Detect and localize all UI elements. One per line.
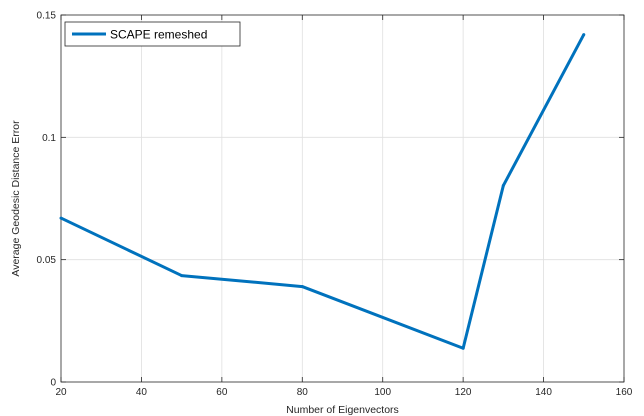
x-tick-label: 160: [616, 387, 633, 398]
x-tick-label: 40: [136, 387, 148, 398]
x-tick-label: 80: [297, 387, 309, 398]
data-point: [582, 33, 586, 37]
y-tick-label: 0.1: [42, 133, 56, 144]
x-tick-label: 140: [535, 387, 552, 398]
data-point: [461, 346, 465, 350]
series-layer: [59, 33, 586, 350]
x-tick-label: 120: [455, 387, 472, 398]
x-tick-label: 100: [374, 387, 391, 398]
grid: [61, 15, 624, 382]
legend-box: [64, 21, 241, 47]
x-tick-label: 20: [55, 387, 67, 398]
series-line-0: [60, 33, 586, 350]
legend: SCAPE remeshed: [64, 21, 241, 47]
y-tick-label: 0.15: [37, 11, 57, 22]
data-point: [501, 184, 505, 188]
legend-label: SCAPE remeshed: [110, 28, 207, 42]
data-point: [300, 285, 304, 289]
data-point: [59, 216, 63, 220]
data-point: [180, 274, 184, 278]
plot-frame: [60, 14, 625, 383]
y-tick-label: 0.05: [37, 255, 57, 266]
y-tick-label: 0: [50, 378, 56, 389]
axis-ticks: 20 40 60 80 100 120 140 160 0 0.05 0.1 0.15: [37, 11, 633, 399]
x-tick-label: 60: [216, 387, 228, 398]
y-axis-label: Average Geodesic Distance Error: [10, 120, 22, 277]
x-axis-label: Number of Eigenvectors: [286, 404, 399, 416]
